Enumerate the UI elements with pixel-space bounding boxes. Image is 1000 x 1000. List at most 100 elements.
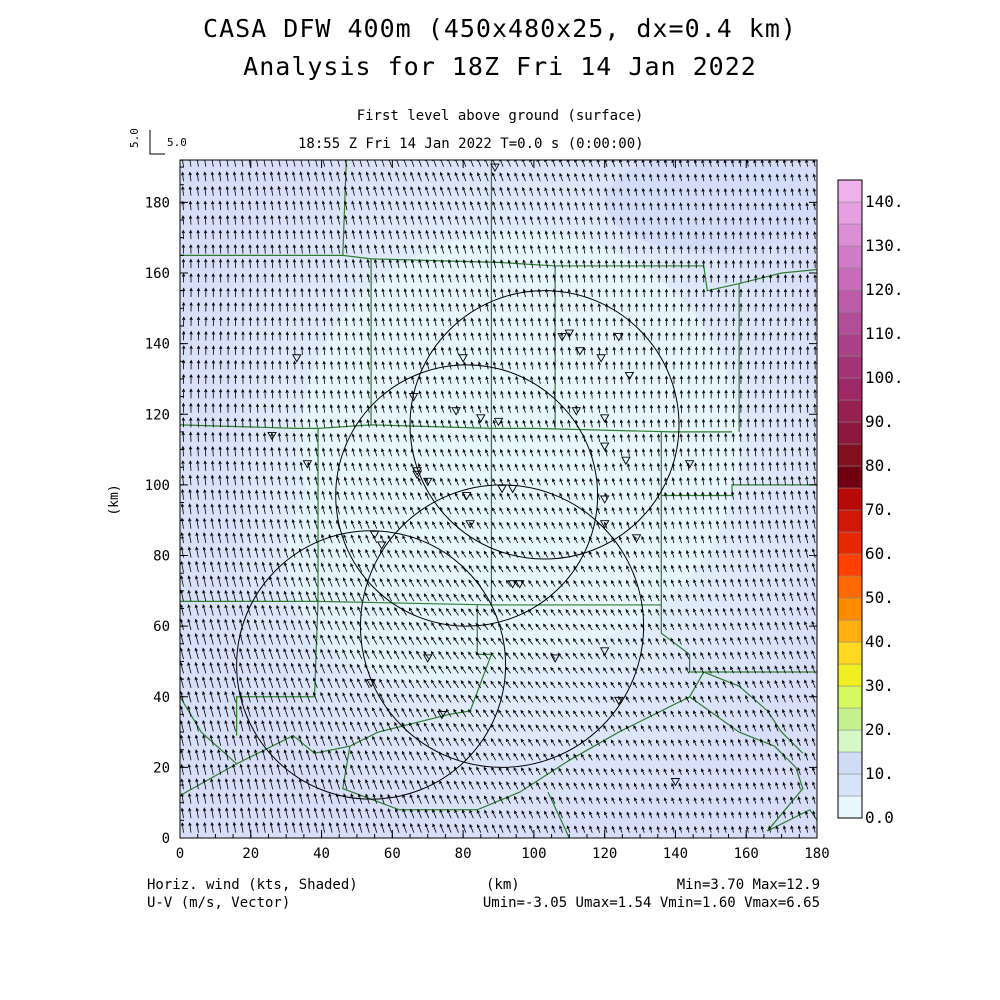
vector-field-label: U-V (m/s, Vector) — [147, 895, 291, 911]
colorbar-segment — [837, 663, 863, 687]
colorbar-segment — [837, 179, 863, 203]
radar-range-ring — [236, 530, 507, 800]
colorbar-segment — [837, 487, 863, 511]
station-marker — [451, 407, 461, 416]
colorbar-segment — [837, 531, 863, 555]
valid-time-label: 18:55 Z Fri 14 Jan 2022 T=0.0 s (0:00:00… — [298, 136, 644, 152]
colorbar-label: 130. — [865, 236, 904, 255]
station-marker — [599, 414, 610, 423]
colorbar-segment — [837, 377, 863, 401]
station-marker — [599, 495, 610, 504]
station-marker — [422, 477, 433, 487]
x-axis-unit: (km) — [486, 877, 520, 893]
y-tick-label: 60 — [153, 619, 170, 635]
station-marker — [507, 580, 518, 589]
colorbar-segment — [837, 509, 863, 533]
colorbar-segment — [837, 795, 863, 819]
colorbar-label: 140. — [865, 192, 904, 211]
x-tick-label: 140 — [663, 846, 688, 862]
y-tick-label: 140 — [145, 337, 170, 353]
colorbar-segment — [837, 201, 863, 225]
y-tick-label: 160 — [145, 266, 170, 282]
station-marker — [493, 417, 504, 427]
station-marker — [614, 696, 624, 706]
x-tick-label: 120 — [592, 846, 617, 862]
map-subtitle: Analysis for 18Z Fri 14 Jan 2022 — [243, 52, 757, 81]
colorbar-segment — [837, 553, 863, 577]
x-tick-label: 40 — [313, 846, 330, 862]
county-boundary — [236, 601, 319, 736]
station-marker — [497, 484, 507, 494]
station-marker — [366, 679, 376, 688]
colorbar-segment — [837, 421, 863, 445]
y-tick-label: 80 — [153, 549, 170, 565]
station-marker — [302, 460, 313, 469]
colorbar-segment — [837, 773, 863, 797]
station-marker — [412, 470, 422, 480]
vector-scale-label: 5.0 — [167, 136, 187, 149]
colorbar-segment — [837, 355, 863, 379]
station-marker — [624, 371, 635, 381]
colorbar-label: 70. — [865, 500, 894, 519]
y-tick-label: 20 — [153, 760, 170, 776]
colorbar-label: 20. — [865, 720, 894, 739]
station-marker — [376, 541, 387, 550]
station-marker — [465, 520, 475, 529]
station-marker — [437, 710, 447, 720]
colorbar-segment — [837, 223, 863, 247]
y-tick-label: 0 — [162, 831, 170, 847]
y-tick-label: 100 — [145, 478, 170, 494]
station-marker — [550, 654, 560, 663]
county-boundary — [660, 604, 817, 673]
colorbar-segment — [837, 597, 863, 621]
station-marker — [631, 534, 642, 543]
station-marker — [599, 442, 610, 451]
shaded-field-label: Horiz. wind (kts, Shaded) — [147, 877, 358, 893]
x-tick-label: 180 — [804, 846, 829, 862]
colorbar-label: 0.0 — [865, 808, 894, 827]
vector-scale-icon — [149, 130, 165, 155]
station-marker — [422, 654, 433, 663]
colorbar-segment — [837, 245, 863, 269]
colorbar-segment — [837, 751, 863, 775]
station-marker — [571, 407, 582, 416]
station-marker — [458, 354, 468, 363]
station-marker — [369, 530, 380, 540]
station-marker — [599, 647, 610, 656]
colorbar-label: 40. — [865, 632, 894, 651]
uv-range-label: Umin=-3.05 Umax=1.54 Vmin=1.60 Vmax=6.65 — [482, 895, 820, 911]
colorbar-segment — [837, 465, 863, 489]
station-marker — [490, 163, 500, 172]
colorbar-segment — [837, 641, 863, 665]
level-label: First level above ground (surface) — [356, 108, 644, 124]
station-marker — [292, 354, 302, 363]
x-tick-label: 0 — [176, 846, 184, 862]
station-marker — [267, 431, 277, 441]
colorbar-segment — [837, 619, 863, 643]
radar-range-ring — [359, 484, 645, 768]
station-marker — [507, 484, 518, 494]
station-marker — [599, 520, 610, 529]
colorbar-label: 100. — [865, 368, 904, 387]
wind-vector-field — [180, 160, 817, 833]
colorbar-label: 10. — [865, 764, 894, 783]
x-tick-label: 60 — [384, 846, 401, 862]
colorbar-segment — [837, 443, 863, 467]
colorbar-label: 30. — [865, 676, 894, 695]
y-tick-label: 120 — [145, 407, 170, 423]
y-axis-label: (km) — [107, 484, 122, 515]
radar-range-ring — [409, 290, 680, 560]
colorbar-segment — [837, 685, 863, 709]
map-title: CASA DFW 400m (450x480x25, dx=0.4 km) — [203, 14, 797, 43]
colorbar-label: 90. — [865, 412, 894, 431]
colorbar-segment — [837, 399, 863, 423]
station-marker — [684, 460, 695, 469]
station-marker — [461, 492, 472, 501]
x-tick-label: 100 — [521, 846, 546, 862]
colorbar-label: 110. — [865, 324, 904, 343]
county-boundary — [661, 484, 817, 497]
county-boundary — [180, 710, 471, 797]
colorbar-segment — [837, 707, 863, 731]
y-tick-label: 180 — [145, 195, 170, 211]
radar-range-ring — [335, 364, 599, 627]
